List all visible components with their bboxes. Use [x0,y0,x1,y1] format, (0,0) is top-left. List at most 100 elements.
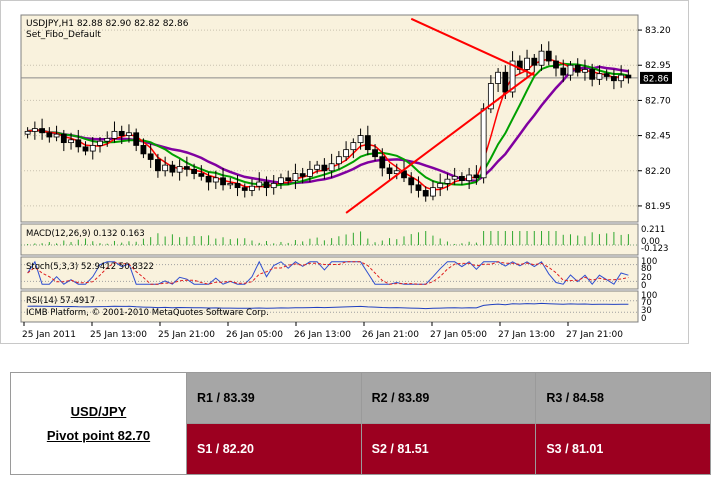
candle-body [162,164,169,172]
candle-body [68,139,74,144]
candle-body [97,140,103,146]
pivot-point-label: Pivot point 82.70 [46,427,151,443]
stoch-panel [20,256,639,290]
candle-body [509,60,516,93]
time-axis: 25 Jan 2011 25 Jan 13:00 25 Jan 21:00 26 Ja… [22,322,623,340]
support-3: S3 / 81.01 [535,423,711,475]
candle-body [314,164,321,170]
candle-body [545,50,552,62]
stoch-tick-80: 80 [641,264,652,274]
candle-body [357,135,364,144]
candle-body [169,164,176,173]
resistance-3: R3 / 84.58 [535,372,711,424]
candle-body [502,71,509,93]
forex-chart: 83.20 82.95 82.70 82.45 82.20 81.95 82.86 USDJ… [0,0,689,344]
candle-body [487,83,494,110]
current-price-label: 82.86 [643,74,669,84]
candle-body [60,133,67,144]
time-tick-label: 27 Jan 13:00 [498,330,555,340]
candle-body [176,166,183,173]
support-2: S2 / 81.51 [360,423,537,475]
candle-body [249,185,255,191]
candle-body [212,177,219,183]
pivot-table: USD/JPY Pivot point 82.70 R1 / 83.39 R2 … [10,372,711,475]
resistance-2: R2 / 83.89 [360,372,537,424]
candle-body [155,159,161,172]
price-tick-label: 82.95 [645,61,671,71]
candle-body [386,167,393,174]
chart-container: 83.20 82.95 82.70 82.45 82.20 81.95 82.86 USDJ… [0,0,689,344]
candle-body [53,133,60,138]
candle-body [292,173,299,182]
macd-tick-bottom: -0.123 [641,244,668,254]
candles [24,41,632,202]
candle-body [567,64,574,76]
price-tick-label: 81.95 [645,202,671,212]
stoch-d-line [27,261,629,285]
candle-body [39,128,45,134]
candle-body [191,168,197,174]
candle-body [82,146,89,152]
candle-body [75,139,82,148]
candle-body [574,64,581,73]
candle-body [343,149,349,158]
symbol-header: USDJPY,H1 82.88 82.90 82.82 82.86 [26,19,189,29]
price-axis: 83.20 82.95 82.70 82.45 82.20 81.95 82.86 [638,26,672,212]
candle-body [118,130,125,136]
candle-body [227,183,234,186]
candle-body [241,187,248,191]
candle-body [379,156,386,169]
price-panel [20,14,639,223]
resistance-row: USD/JPY Pivot point 82.70 R1 / 83.39 R2 … [10,372,711,475]
candle-body [46,132,53,138]
candle-body [473,174,480,179]
candle-body [408,177,415,186]
candle-body [582,69,588,73]
candle-body [589,69,596,80]
price-tick-label: 82.20 [645,167,671,177]
rsi-tick-100: 100 [641,291,657,301]
candle-body [321,164,328,172]
candle-body [111,130,118,139]
price-tick-label: 83.20 [645,26,671,36]
time-tick-label: 26 Jan 05:00 [226,330,283,340]
candle-body [625,74,632,79]
candle-body [234,183,241,189]
candle-body [24,130,31,135]
candle-body [553,60,559,69]
time-tick-label: 27 Jan 05:00 [430,330,487,340]
time-tick-label: 26 Jan 21:00 [362,330,419,340]
rsi-series-line [27,302,629,310]
macd-label: MACD(12,26,9) 0.132 0.163 [26,229,145,239]
ma-slow-line [27,65,629,185]
macd-panel [20,223,639,256]
rsi-tick-70: 70 [641,298,652,308]
pivot-title-cell: USD/JPY Pivot point 82.70 [10,372,187,475]
stoch-label: Stoch(5,3,3) 52.9412 50.8322 [26,262,154,272]
candle-body [495,71,501,84]
resistance-1: R1 / 83.39 [186,372,362,424]
candle-body [364,135,371,151]
stoch-lines [21,260,638,286]
rsi-label: RSI(14) 57.4917 [26,296,95,306]
ma-mid-line [27,62,629,187]
trend-lines [345,17,535,214]
candle-body [328,163,335,172]
candle-body [140,145,147,155]
candle-body [89,145,96,152]
time-tick-label: 27 Jan 21:00 [566,330,623,340]
stoch-tick-0: 0 [641,281,646,291]
candle-body [524,57,530,70]
candle-body [31,128,38,132]
macd-histogram [21,231,638,246]
candle-body [126,132,132,136]
price-tick-label: 82.70 [645,96,671,106]
stoch-tick-20: 20 [641,273,652,283]
trend-line [410,17,535,76]
candle-body [147,153,154,160]
stoch-tick-100: 100 [641,257,657,267]
candle-body [451,175,458,180]
candle-body [270,183,277,189]
candle-body [466,174,473,182]
candle-body [618,74,625,82]
